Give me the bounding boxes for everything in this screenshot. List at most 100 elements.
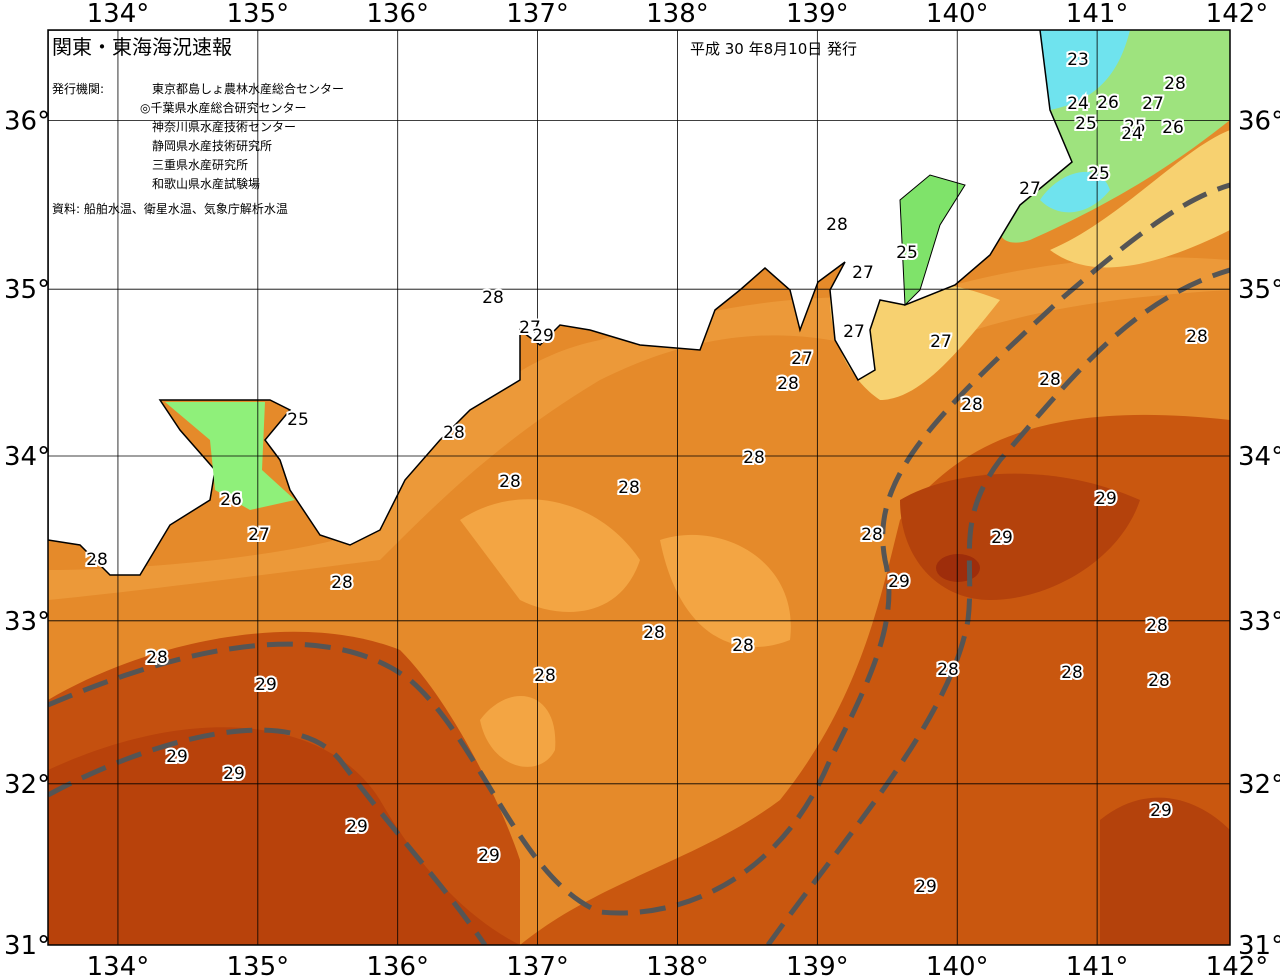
contour-label: 25 [1124,117,1146,137]
lat-tick-label: 35° [1238,275,1280,305]
contour-label: 27 [791,349,813,369]
contour-label: 29 [915,877,937,897]
issue-date: 平成 30 年8月10日 発行 [690,40,857,58]
lon-tick-label: 137° [506,0,569,29]
sources: 資料: 船舶水温、衛星水温、気象庁解析水温 [52,201,288,216]
lat-tick-label: 31° [4,931,50,961]
agency-name: 東京都島しょ農林水産総合センター [152,81,344,96]
contour-label: 28 [482,288,504,308]
lat-tick-label: 32° [1238,770,1280,800]
contour-label: 27 [1142,94,1164,114]
lon-tick-label: 138° [646,952,709,980]
graticule [48,30,1230,945]
lon-tick-label: 137° [506,952,569,980]
contour-label: 27 [843,322,865,342]
contour-label: 28 [1146,616,1168,636]
lon-tick-label: 140° [926,0,989,29]
contour-label: 23 [1067,50,1089,70]
kuroshio-edge [48,727,488,945]
contour-label: 29 [1095,489,1117,509]
agency-name: ◎千葉県水産総合研究センター [140,100,306,115]
lat-tick-label: 36° [4,106,50,136]
contour-label: 28 [643,623,665,643]
contour-label: 29 [888,572,910,592]
contour-label: 28 [1061,663,1083,683]
contour-label: 29 [166,747,188,767]
lon-tick-label: 139° [786,952,849,980]
contour-label: 28 [1039,370,1061,390]
lon-tick-label: 134° [87,0,150,29]
lon-tick-label: 140° [926,952,989,980]
bay-water [899,174,966,307]
warm-core [936,554,980,582]
contour-label: 29 [346,817,368,837]
warm-water [1100,797,1230,945]
lat-tick-label: 34° [1238,442,1280,472]
contour-label: 28 [732,636,754,656]
contour-label: 28 [743,448,765,468]
contour-label: 28 [961,395,983,415]
contour-label: 28 [618,478,640,498]
contour-label: 28 [1186,327,1208,347]
map-area [48,30,1230,945]
lon-tick-label: 135° [227,0,290,29]
agency-name: 三重県水産研究所 [152,157,248,172]
contour-label: 29 [991,528,1013,548]
contour-label: 28 [777,374,799,394]
contour-label: 28 [499,472,521,492]
map-frame [47,29,1231,946]
contour-label: 28 [331,573,353,593]
contour-label: 28 [826,215,848,235]
agency-name: 和歌山県水産試験場 [152,176,260,191]
warm-water [48,727,520,945]
contour-label: 27 [930,332,952,352]
contour-label: 24 [1121,124,1143,144]
contour-label: 27 [852,263,874,283]
title: 関東・東海海況速報 [52,35,232,59]
contour-label: 25 [287,410,309,430]
lon-tick-label: 139° [786,0,849,29]
contour-label: 26 [1097,93,1119,113]
contour-label: 29 [1150,801,1172,821]
lon-tick-label: 141° [1066,952,1129,980]
contour-label: 27 [519,318,541,338]
contour-label: 28 [937,660,959,680]
lon-tick-label: 136° [366,952,429,980]
contour-label: 25 [896,243,918,263]
kuroshio-axis [48,182,1230,916]
contour-label: 26 [220,490,242,510]
cool-water [460,499,791,767]
contour-label: 26 [1162,118,1184,138]
contour-label: 27 [1019,179,1041,199]
lat-tick-label: 32° [4,770,50,800]
lat-tick-label: 31° [1238,931,1280,961]
kuroshio-path [48,182,1230,945]
lon-tick-label: 136° [366,0,429,29]
lon-tick-label: 141° [1066,0,1129,29]
contour-label: 29 [255,675,277,695]
lon-tick-label: 134° [87,952,150,980]
lat-tick-label: 33° [1238,607,1280,637]
lat-tick-label: 35° [4,275,50,305]
lon-tick-label: 138° [646,0,709,29]
contour-label: 28 [146,648,168,668]
lat-tick-label: 33° [4,607,50,637]
cold-water [1040,30,1130,213]
contour-label: 29 [532,326,554,346]
cool-water [830,130,1230,400]
contour-label: 25 [1075,114,1097,134]
contour-label: 29 [223,764,245,784]
contour-label: 29 [478,846,500,866]
contour-label: 28 [534,666,556,686]
lon-tick-label: 142° [1206,0,1269,29]
lat-tick-label: 36° [1238,106,1280,136]
agency-name: 静岡県水産技術研究所 [152,138,272,153]
contour-label: 28 [86,550,108,570]
contour-label: 28 [1148,671,1170,691]
land [48,30,1073,576]
contour-label: 25 [1088,164,1110,184]
agency-name: 神奈川県水産技術センター [152,119,296,134]
